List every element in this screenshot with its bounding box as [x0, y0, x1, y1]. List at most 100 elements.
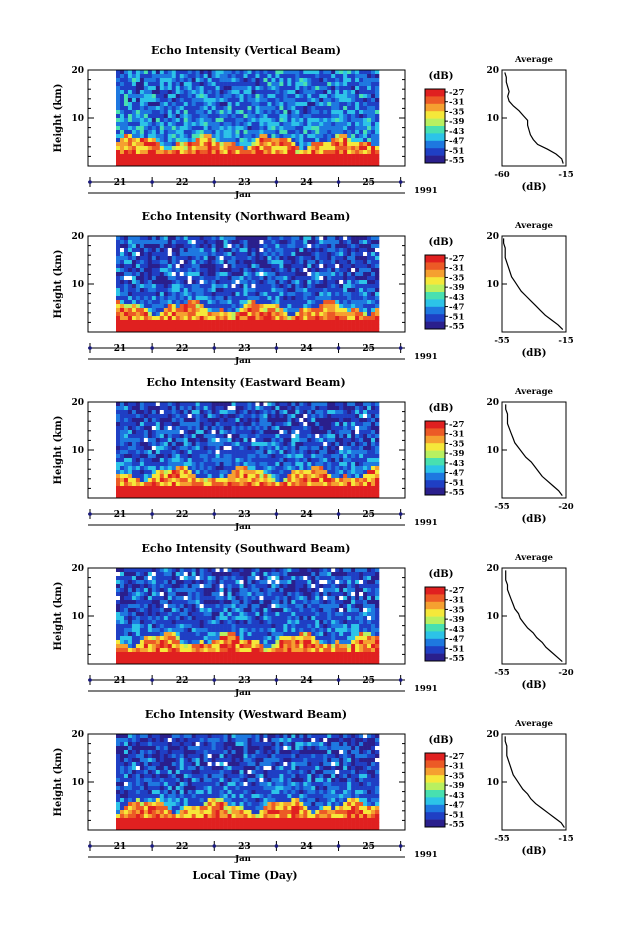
avg-x-tick-label: -15: [558, 834, 573, 844]
colorbar-swatch: [425, 646, 445, 654]
day-marker: [88, 512, 92, 516]
avg-x-tick-label: -20: [558, 502, 573, 512]
colorbar-swatch: [425, 458, 445, 466]
panel-3: Echo Intensity (Eastward Beam)1020Height…: [53, 376, 574, 532]
avg-x-tick-label: -15: [558, 170, 573, 180]
avg-y-tick-label: 10: [486, 280, 499, 290]
day-marker: [337, 180, 341, 184]
colorbar-swatch: [425, 292, 445, 300]
day-marker: [275, 678, 279, 682]
day-label: 25: [362, 510, 375, 520]
colorbar-swatch: [425, 126, 445, 134]
colorbar-tick-label: -39: [449, 781, 464, 791]
day-label: 24: [300, 344, 313, 354]
colorbar-swatch: [425, 805, 445, 813]
colorbar-tick-label: -43: [449, 625, 464, 635]
colorbar-swatch: [425, 790, 445, 798]
day-label: 22: [176, 178, 189, 188]
year-label: 1991: [414, 518, 438, 528]
month-label: Jan: [234, 356, 251, 366]
average-title: Average: [514, 221, 554, 231]
colorbar-swatch: [425, 141, 445, 149]
day-marker: [399, 844, 403, 848]
day-label: 25: [362, 344, 375, 354]
day-marker: [399, 346, 403, 350]
colorbar-swatch: [425, 133, 445, 141]
colorbar-swatch: [425, 443, 445, 451]
colorbar-tick-label: -43: [449, 127, 464, 137]
y-tick-label: 10: [71, 778, 84, 788]
day-label: 22: [176, 842, 189, 852]
y-tick-label: 20: [71, 66, 84, 76]
colorbar-swatch: [425, 768, 445, 776]
colorbar-swatch: [425, 436, 445, 444]
avg-y-tick-label: 20: [486, 564, 499, 574]
colorbar-tick-label: -35: [449, 273, 464, 283]
day-label: 24: [300, 842, 313, 852]
panel-title: Echo Intensity (Westward Beam): [145, 708, 347, 721]
day-marker: [212, 180, 216, 184]
day-label: 23: [238, 842, 251, 852]
colorbar-swatch: [425, 488, 445, 496]
y-axis-label: Height (km): [53, 84, 64, 153]
y-tick-label: 20: [71, 730, 84, 740]
colorbar-swatch: [425, 307, 445, 315]
panel-title: Echo Intensity (Eastward Beam): [146, 376, 345, 389]
month-label: Jan: [234, 190, 251, 200]
day-marker: [399, 512, 403, 516]
colorbar-tick-label: -27: [449, 752, 464, 762]
month-label: Jan: [234, 522, 251, 532]
day-label: 23: [238, 178, 251, 188]
month-label: Jan: [234, 854, 251, 864]
avg-x-tick-label: -20: [558, 668, 573, 678]
y-tick-label: 10: [71, 612, 84, 622]
day-label: 23: [238, 344, 251, 354]
year-label: 1991: [414, 186, 438, 196]
intensity-field: [116, 568, 379, 664]
day-marker: [88, 346, 92, 350]
colorbar-swatch: [425, 820, 445, 828]
colorbar-swatch: [425, 255, 445, 263]
average-title: Average: [514, 55, 554, 65]
colorbar-tick-label: -35: [449, 439, 464, 449]
day-marker: [212, 512, 216, 516]
colorbar-tick-label: -27: [449, 254, 464, 264]
colorbar-tick-label: -43: [449, 293, 464, 303]
avg-y-tick-label: 10: [486, 612, 499, 622]
day-label: 25: [362, 676, 375, 686]
colorbar-tick-label: -51: [449, 312, 464, 322]
day-label: 25: [362, 178, 375, 188]
avg-x-label: (dB): [522, 182, 547, 193]
day-marker: [275, 180, 279, 184]
colorbar-swatch: [425, 111, 445, 119]
day-label: 24: [300, 178, 313, 188]
day-marker: [88, 678, 92, 682]
y-tick-label: 20: [71, 398, 84, 408]
colorbar-swatch: [425, 587, 445, 595]
colorbar-swatch: [425, 639, 445, 647]
colorbar-tick-label: -51: [449, 810, 464, 820]
colorbar-unit: (dB): [429, 569, 454, 580]
panel-4: Echo Intensity (Southward Beam)1020Heigh…: [53, 542, 574, 698]
colorbar-tick-label: -47: [449, 137, 464, 147]
average-title: Average: [514, 387, 554, 397]
day-marker: [399, 180, 403, 184]
avg-y-tick-label: 10: [486, 114, 499, 124]
panel-title: Echo Intensity (Vertical Beam): [151, 44, 341, 57]
day-marker: [150, 512, 154, 516]
year-label: 1991: [414, 684, 438, 694]
colorbar-tick-label: -43: [449, 791, 464, 801]
colorbar-swatch: [425, 277, 445, 285]
day-marker: [150, 678, 154, 682]
colorbar-swatch: [425, 760, 445, 768]
colorbar-tick-label: -47: [449, 801, 464, 811]
y-axis-label: Height (km): [53, 748, 64, 817]
colorbar-tick-label: -55: [449, 820, 464, 830]
colorbar-unit: (dB): [429, 735, 454, 746]
avg-x-label: (dB): [522, 348, 547, 359]
colorbar-unit: (dB): [429, 237, 454, 248]
avg-y-tick-label: 10: [486, 778, 499, 788]
day-label: 23: [238, 676, 251, 686]
colorbar-swatch: [425, 797, 445, 805]
colorbar-swatch: [425, 104, 445, 112]
